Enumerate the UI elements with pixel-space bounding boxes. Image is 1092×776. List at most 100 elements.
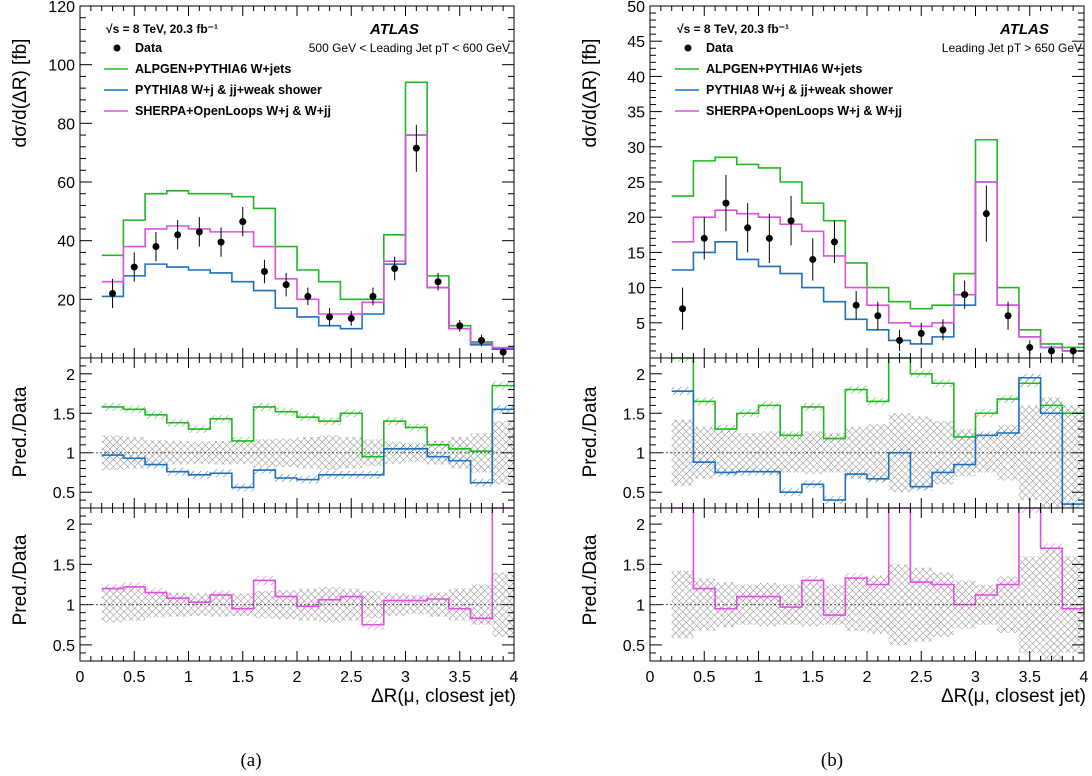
panel-b-xtick-label: 3: [971, 669, 980, 686]
panel-b-ratio1-ytick-label: 1.5: [623, 406, 645, 423]
panel-b-ratio1-ytick-label: 1: [636, 446, 645, 463]
panel-a-series-pythia: [101, 134, 514, 350]
panel-b-xtick-label: 0: [646, 669, 655, 686]
panel-b-ratio2-data-band-x-bin-9: [867, 575, 889, 634]
legend-sherpa-label: SHERPA+OpenLoops W+j & W+jj: [706, 104, 902, 118]
panel-b-ratio1-pythia-line: [671, 376, 1084, 505]
panel-a-main-ytick-label: 20: [57, 292, 75, 309]
panel-a-data-point: [434, 278, 442, 286]
panel-b-data-point: [874, 312, 882, 320]
panel-a-series-sherpa: [101, 134, 514, 349]
panel-b-data-point: [961, 291, 969, 299]
panel-a-data-point: [174, 231, 182, 239]
panel-b-ratio1-data-band-x-bin-9: [867, 424, 889, 482]
panel-a-ratio1-data-band-x-bin-11: [340, 436, 363, 469]
panel-b-main-ytick-label: 30: [627, 140, 645, 157]
panel-b-region-label: Leading Jet pT > 650 GeV: [942, 41, 1082, 55]
legend-sherpa-label: SHERPA+OpenLoops W+j & W+jj: [135, 104, 331, 118]
panel-b-data-point: [917, 329, 925, 337]
panel-b-ratio2-data-band-x-bin-16: [1018, 556, 1041, 653]
panel-a-ratio2-ylabel: Pred./Data: [10, 534, 31, 625]
panel-a-experiment-label: ATLAS: [369, 21, 419, 38]
panel-b-data-point: [1069, 347, 1077, 355]
panel-a-ratio1-ylabel: Pred./Data: [10, 386, 31, 477]
panel-a-ratio1-data-band-x-bin-4: [188, 441, 211, 464]
legend-pythia-label: PYTHIA8 W+j & jj+weak shower: [135, 83, 322, 97]
panel-a-xtick-label: 2: [293, 669, 302, 686]
panel-b-ratio1-ylabel: Pred./Data: [580, 386, 601, 477]
panel-b-main-ytick-label: 40: [627, 69, 645, 86]
panel-a-legend: Data ALPGEN+PYTHIA6 W+jets PYTHIA8 W+j &…: [104, 41, 331, 118]
panel-b-main-ytick-label: 50: [627, 0, 645, 16]
panel-b-ratio1-data-band-x-bin-15: [997, 425, 1019, 481]
panel-a-series-alpgen: [101, 81, 514, 349]
panel-a-data-point: [456, 322, 464, 330]
panel-b-xtick-label: 0.5: [693, 669, 715, 686]
panel-b-data-point: [982, 210, 990, 218]
panel-b-data-point: [852, 301, 860, 309]
panel-a-ratio1-data-band-x-bin-8: [275, 438, 297, 467]
panel-b-data-point: [787, 217, 795, 225]
panel-b-xtick-label: 3.5: [1019, 669, 1041, 686]
panel-b-main-ytick-label: 45: [627, 34, 645, 51]
panel-b-data-point: [809, 255, 817, 263]
panel-b-xtick-label: 2.5: [910, 669, 932, 686]
panel-a-ratio1-frame: [79, 357, 515, 509]
panel-a-data-point: [260, 267, 268, 275]
panel-b-data-point: [939, 326, 947, 334]
panel-a-ratio1-data-band-x-bin-9: [297, 436, 319, 469]
panel-b-data-point: [830, 238, 838, 246]
panel-b-data-point: [744, 224, 752, 232]
panel-a-ratio2-data-band-x-bin-2: [145, 591, 167, 618]
panel-a-caption: (a): [240, 750, 261, 771]
panel-b-ratio1-data-band-x-bin-6: [801, 431, 824, 475]
legend-alpgen-label: ALPGEN+PYTHIA6 W+jets: [135, 62, 291, 76]
panel-b-ratio1-ytick-label: 2: [636, 367, 645, 384]
panel-b-ratio2-ytick-label: 2: [636, 517, 645, 534]
panel-a-data-point: [195, 228, 203, 236]
panel-b-main-ytick-label: 10: [627, 281, 645, 298]
panel-a-ratio1-ytick-label: 2: [66, 367, 75, 384]
panel-b-data-point: [765, 234, 773, 242]
panel-b-experiment-label: ATLAS: [999, 21, 1049, 38]
panel-a-xtick-label: 0.5: [123, 669, 145, 686]
panel-a-xtick-label: 1.5: [232, 669, 254, 686]
panel-a-ratio2-ytick-label: 1.5: [53, 557, 75, 574]
panel-a-ratio2-ytick-label: 2: [66, 517, 75, 534]
panel-b-main-ylabel: dσ/d(ΔR) [fb]: [580, 39, 601, 148]
panel-b-ratio1-data-band-x-bin-11: [910, 416, 933, 490]
panel-b-ratio2-data-band-x-bin-4: [758, 582, 781, 627]
panel-a-ratio1-alpgen-line: [101, 384, 514, 458]
panel-b-ratio1-data-band-x-bin-4: [758, 431, 781, 475]
panel-a-data-point: [109, 289, 117, 297]
panel-a-data-point: [369, 292, 377, 300]
panel-b-energy-label: √s = 8 TeV, 20.3 fb⁻¹: [677, 22, 789, 36]
panel-b-xlabel: ΔR(μ, closest jet): [941, 686, 1086, 707]
panel-b-ratio2-data-band-x-bin-15: [997, 576, 1019, 633]
panel-b-data-point: [700, 234, 708, 242]
panel-a-data-point: [347, 314, 355, 322]
panel-a-xtick-label: 3.5: [449, 669, 471, 686]
panel-a-ratio2-ytick-label: 1: [66, 598, 75, 615]
panel-b-xtick-label: 4: [1080, 669, 1089, 686]
panel-a-main-ytick-label: 40: [57, 234, 75, 251]
panel-b-data-point: [1047, 347, 1055, 355]
panel-a-xtick-label: 1: [184, 669, 193, 686]
panel-b-legend: Data ALPGEN+PYTHIA6 W+jets PYTHIA8 W+j &…: [675, 41, 902, 118]
panel-b-ratio1-data-band-x-bin-2: [715, 430, 737, 475]
panel-a-xtick-label: 0: [76, 669, 85, 686]
panel-a-data-point: [326, 313, 334, 321]
panel-a-xtick-label: 2.5: [340, 669, 362, 686]
panel-b-ratio2-ytick-label: 1.5: [623, 557, 645, 574]
panel-a-ratio2-sherpa-line: [101, 507, 514, 626]
panel-b-data-point: [1004, 312, 1012, 320]
panel-a-data-point: [304, 292, 312, 300]
panel-b-series-alpgen: [671, 138, 1084, 349]
panel-a-main-ylabel: dσ/d(ΔR) [fb]: [10, 39, 31, 148]
panel-b-main-ytick-label: 35: [627, 105, 645, 122]
